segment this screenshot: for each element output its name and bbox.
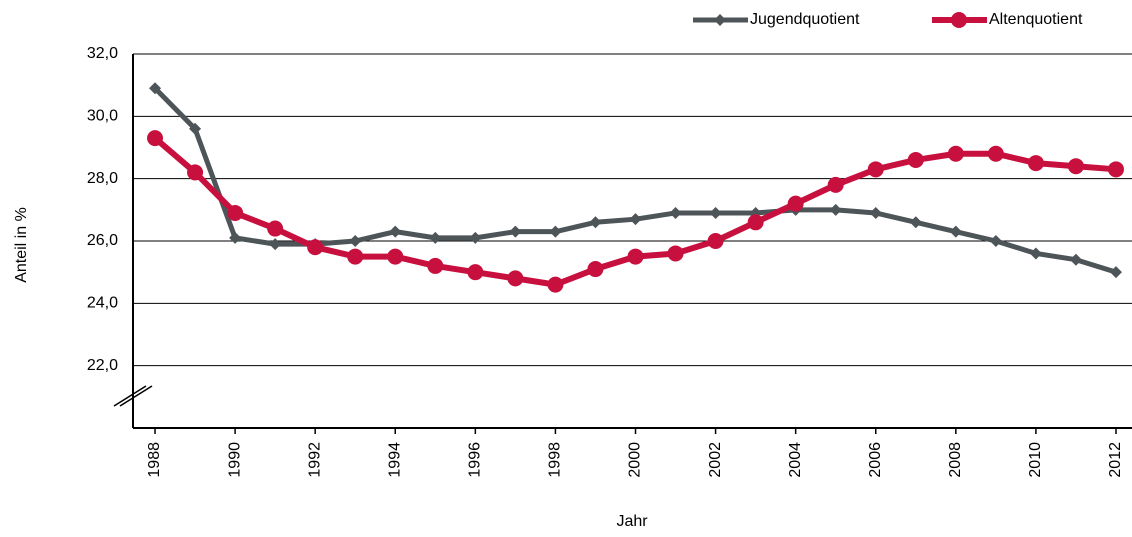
- x-tick-label: 1992: [306, 442, 323, 478]
- point: [1069, 253, 1082, 266]
- x-tick-label: 2010: [1027, 442, 1044, 478]
- point: [1109, 266, 1122, 279]
- point: [1107, 161, 1124, 178]
- legend-label: Altenquotient: [989, 11, 1083, 28]
- point: [507, 270, 524, 287]
- x-tick-label: 1990: [226, 442, 243, 478]
- point: [707, 233, 724, 249]
- point: [307, 239, 324, 256]
- x-tick-label: 1988: [146, 442, 163, 478]
- point: [469, 231, 482, 244]
- point: [667, 245, 684, 262]
- point: [1029, 247, 1042, 260]
- point: [349, 235, 362, 247]
- point: [1027, 155, 1044, 172]
- y-tick-label: 28,0: [87, 170, 118, 187]
- point: [949, 225, 962, 238]
- point: [627, 248, 644, 265]
- point: [987, 145, 1004, 162]
- point: [589, 216, 602, 229]
- point: [907, 151, 924, 168]
- y-tick-label: 24,0: [87, 295, 118, 312]
- point: [549, 225, 562, 238]
- point: [827, 176, 844, 193]
- x-tick-label: 2004: [787, 442, 804, 478]
- point: [909, 216, 922, 229]
- point: [147, 130, 164, 147]
- y-tick-label: 30,0: [87, 108, 118, 125]
- point: [989, 235, 1002, 247]
- point: [267, 220, 284, 237]
- y-tick-label: 26,0: [87, 232, 118, 249]
- point: [509, 225, 522, 238]
- point: [269, 238, 282, 251]
- point: [747, 214, 764, 231]
- y-axis-label: Anteil in %: [13, 207, 30, 283]
- point: [1067, 158, 1084, 175]
- y-tick-label: 22,0: [87, 357, 118, 374]
- legend-marker: [714, 14, 726, 26]
- axis-break-line: [119, 385, 153, 407]
- x-tick-label: 1996: [467, 442, 484, 478]
- x-tick-label: 2008: [947, 442, 964, 478]
- x-tick-label: 2012: [1107, 442, 1124, 478]
- point: [189, 122, 202, 135]
- point: [387, 248, 404, 265]
- point: [347, 248, 364, 265]
- point: [389, 225, 402, 238]
- point: [669, 206, 682, 219]
- x-axis-label: Jahr: [616, 513, 648, 530]
- x-tick-label: 2002: [707, 442, 724, 478]
- point: [869, 206, 882, 219]
- legend-label: Jugendquotient: [750, 11, 860, 28]
- point: [547, 276, 564, 293]
- x-tick-label: 1998: [547, 442, 564, 478]
- point: [829, 203, 842, 216]
- point: [629, 213, 642, 226]
- point: [429, 231, 442, 244]
- x-tick-label: 1994: [386, 442, 403, 478]
- point: [947, 145, 964, 162]
- y-tick-label: 32,0: [87, 45, 118, 62]
- point: [587, 261, 604, 278]
- point: [787, 195, 804, 212]
- point: [229, 231, 242, 244]
- point: [187, 164, 204, 181]
- x-tick-label: 2006: [867, 442, 884, 478]
- point: [467, 264, 484, 281]
- point: [867, 161, 884, 178]
- x-tick-label: 2000: [627, 442, 644, 478]
- point: [149, 82, 162, 95]
- point: [427, 257, 444, 274]
- point: [227, 204, 244, 221]
- legend-marker: [951, 12, 967, 28]
- axis-break-line: [113, 385, 147, 407]
- point: [709, 206, 722, 219]
